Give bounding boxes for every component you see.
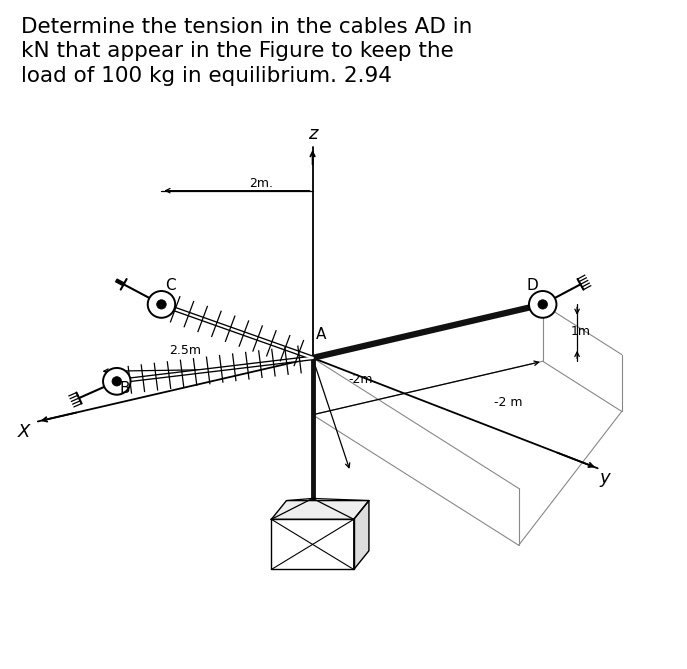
Text: kN that appear in the Figure to keep the: kN that appear in the Figure to keep the [21,41,453,62]
Circle shape [112,377,122,386]
Circle shape [103,368,131,395]
Circle shape [538,300,548,309]
Text: load of 100 kg in equilibrium. 2.94: load of 100 kg in equilibrium. 2.94 [21,66,392,86]
Text: X: X [18,423,30,440]
Circle shape [148,291,175,318]
Circle shape [157,300,166,309]
Text: 2m.: 2m. [249,177,273,191]
Polygon shape [271,519,354,569]
Text: 1m: 1m [570,324,591,338]
Text: y: y [599,470,610,487]
Text: -2m.: -2m. [348,373,377,386]
Polygon shape [271,500,369,519]
Text: A: A [316,327,327,342]
Polygon shape [354,500,369,569]
Circle shape [529,291,556,318]
Text: D: D [526,278,539,293]
Text: -2 m: -2 m [494,396,523,409]
Text: C: C [165,278,176,293]
Text: Determine the tension in the cables AD in: Determine the tension in the cables AD i… [21,17,472,37]
Text: B: B [120,381,131,395]
Text: 2.5m: 2.5m [170,344,201,357]
Text: z: z [308,125,317,142]
